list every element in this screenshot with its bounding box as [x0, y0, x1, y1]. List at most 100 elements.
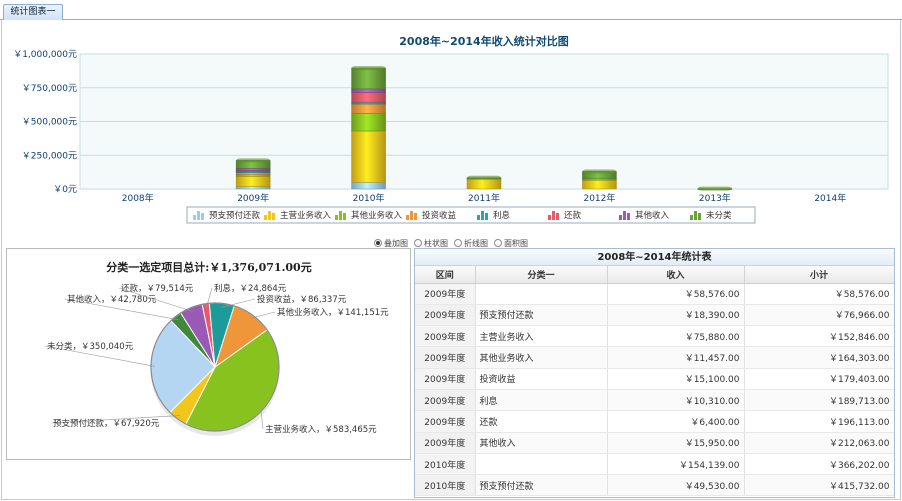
tab-chart-one[interactable]: 统计图表一 [3, 4, 63, 21]
table-cell: 2009年度 [415, 389, 476, 412]
x-tick-label: 2014年 [814, 192, 846, 204]
bar-segment [582, 179, 617, 190]
table-row: 2010年度 预支预付还款 ￥49,530.00 ￥415,732.00 [415, 474, 894, 497]
stacked-income-chart: ￥1,000,000元 ￥750,000元 ￥500,000元 ￥250,000元 ￥0… [13, 34, 889, 224]
legend-item: 未分类 [690, 210, 732, 221]
bar-segment [351, 88, 386, 93]
bar-segment [351, 92, 386, 103]
x-tick-label: 2011年 [468, 192, 500, 204]
bar-cap [351, 66, 386, 71]
radio-button-icon[interactable] [374, 239, 382, 247]
category-pie-chart: 分类一选定项目总计:￥1,376,071.00元主营业务收入，￥583,465元… [44, 260, 389, 436]
table-cell: ￥15,100.00 [607, 368, 745, 390]
chart-title: 2008年~2014年收入统计对比图 [399, 34, 568, 48]
legend-item: 主营业务收入 [264, 210, 332, 221]
table-row: 2009年度 还款 ￥6,400.00 ￥196,113.00 [415, 410, 894, 433]
chart-type-label: 叠加图 [384, 238, 408, 248]
pie-slice-label: 其他收入，￥42,780元 [67, 294, 157, 305]
svg-text:其他业务收入: 其他业务收入 [351, 210, 403, 221]
bar-segment [351, 103, 386, 114]
table-cell: ￥154,139.00 [607, 453, 745, 476]
table-cell: 2009年度 [415, 304, 476, 327]
table-cell [475, 453, 608, 476]
pie-slice-label: 主营业务收入，￥583,465元 [265, 424, 377, 435]
table-cell: 2009年度 [415, 325, 476, 348]
legend-item: 其他收入 [619, 210, 670, 221]
stats-table: 区间 分类一 收入 小计 2009年度 ￥58,576.00 ￥58,576.00 2009… [415, 266, 894, 497]
x-tick-label: 2008年 [122, 192, 154, 204]
radio-button-icon[interactable] [414, 239, 422, 247]
column-header[interactable]: 区间 [415, 266, 476, 284]
table-cell: ￥58,576.00 [607, 283, 745, 305]
svg-text:其他收入: 其他收入 [635, 210, 670, 221]
svg-text:主营业务收入: 主营业务收入 [280, 210, 332, 221]
bar-segment [351, 113, 386, 132]
column-header[interactable]: 小计 [744, 266, 894, 284]
bar-cap [697, 186, 732, 191]
column-header[interactable]: 收入 [607, 266, 745, 284]
chart-type-radio[interactable]: 柱状图 [414, 238, 448, 249]
bar-segment [235, 176, 271, 187]
table-row: 2009年度 预支预付还款 ￥18,390.00 ￥76,966.00 [415, 304, 894, 327]
chart-type-selector: 叠加图 柱状图 折线图 面积图 [374, 237, 528, 249]
bar-segment [351, 130, 386, 183]
chart-type-radio[interactable]: 面积图 [494, 238, 528, 249]
chart-type-radio[interactable]: 叠加图 [374, 238, 408, 249]
stats-table-title: 2008年~2014年统计表 [415, 249, 894, 266]
pie-slice-label: 利息，￥24,864元 [214, 283, 287, 294]
radio-button-icon[interactable] [454, 239, 462, 247]
legend-item: 利息 [477, 210, 511, 221]
table-cell: ￥366,202.00 [744, 453, 894, 476]
svg-text:预支预付还款: 预支预付还款 [209, 210, 261, 221]
table-cell: 利息 [475, 389, 608, 412]
table-cell: ￥76,966.00 [744, 304, 894, 327]
column-header[interactable]: 分类一 [475, 266, 608, 284]
stats-table-panel: 2008年~2014年统计表 区间 分类一 收入 小计 2009年度 ￥58,576.0… [414, 248, 895, 498]
table-cell: ￥164,303.00 [744, 346, 894, 369]
legend-item: 投资收益 [406, 210, 457, 221]
table-row: 2009年度 主营业务收入 ￥75,880.00 ￥152,846.00 [415, 325, 894, 348]
table-cell: ￥196,113.00 [744, 410, 894, 433]
y-tick-label: ￥750,000元 [22, 84, 77, 94]
table-cell: 2010年度 [415, 453, 476, 476]
legend-item: 预支预付还款 [193, 210, 261, 221]
table-row: 2009年度 其他业务收入 ￥11,457.00 ￥164,303.00 [415, 346, 894, 369]
pie-slice-label: 投资收益，￥86,337元 [257, 294, 347, 305]
y-tick-label: ￥250,000元 [22, 151, 77, 161]
table-cell: 2009年度 [415, 368, 476, 390]
table-cell: 主营业务收入 [475, 325, 608, 348]
table-cell: 2009年度 [415, 410, 476, 433]
pie-leader-line [44, 345, 156, 367]
table-cell: ￥18,390.00 [607, 304, 745, 327]
pie-slice-label: 其他业务收入，￥141,151元 [277, 307, 389, 318]
bar-segment [351, 67, 386, 90]
table-cell: ￥58,576.00 [744, 283, 894, 305]
bar-segment [351, 182, 386, 190]
legend-item: 其他业务收入 [335, 210, 403, 221]
legend-box [186, 206, 756, 224]
table-cell: ￥75,880.00 [607, 325, 745, 348]
pie-leader-line [221, 298, 256, 308]
radio-button-icon[interactable] [494, 239, 502, 247]
pie-title: 分类一选定项目总计:￥1,376,071.00元 [106, 260, 311, 274]
legend-item: 还款 [548, 210, 582, 221]
bar-segment [235, 168, 271, 171]
table-cell: ￥15,950.00 [607, 432, 745, 454]
table-row: 2009年度 ￥58,576.00 ￥58,576.00 [415, 283, 894, 305]
table-cell: ￥49,530.00 [607, 474, 745, 497]
pie-rim [150, 302, 280, 432]
table-cell: 其他收入 [475, 432, 608, 454]
chart-type-radio[interactable]: 折线图 [454, 238, 488, 249]
table-cell: 2009年度 [415, 346, 476, 369]
pie-slice-label: 还款，￥79,514元 [121, 283, 194, 294]
stats-table-body: 2009年度 ￥58,576.00 ￥58,576.00 2009年度 预支预付还款 ￥1… [415, 283, 894, 497]
table-row: 2009年度 其他收入 ￥15,950.00 ￥212,063.00 [415, 432, 894, 454]
table-cell: 2009年度 [415, 432, 476, 454]
tab-strip: 统计图表一 [0, 0, 902, 21]
pie-leader-line [50, 415, 180, 424]
bar-segment [466, 178, 502, 190]
table-row: 2009年度 利息 ￥10,310.00 ￥189,713.00 [415, 389, 894, 412]
bar-cap [467, 175, 501, 180]
bar-segment [235, 172, 271, 175]
table-cell: 投资收益 [475, 368, 608, 390]
